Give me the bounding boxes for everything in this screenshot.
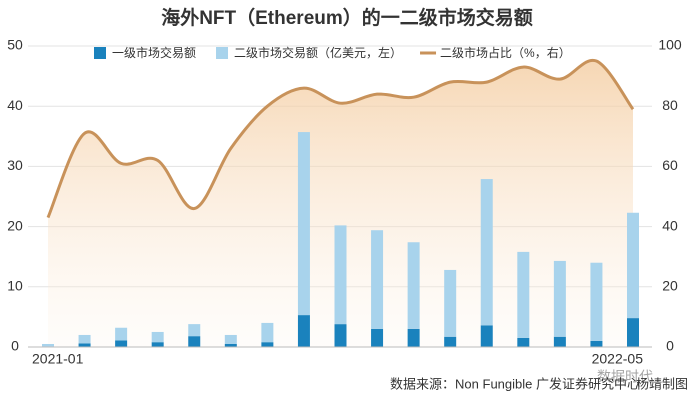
- bar: [553, 260, 566, 337]
- bar: [553, 336, 566, 347]
- legend-swatch: [94, 47, 106, 59]
- bar: [444, 269, 457, 337]
- bar: [115, 340, 128, 347]
- legend-label: 一级市场交易额: [112, 45, 196, 60]
- bar: [480, 179, 493, 326]
- y-tick-label: 0: [11, 338, 19, 354]
- bar: [334, 225, 347, 325]
- source: 数据来源：Non Fungible 广发证券研究中心: [390, 376, 640, 391]
- watermark: 数据时代: [597, 369, 653, 385]
- y-tick-label: 50: [7, 37, 23, 53]
- bar: [627, 212, 639, 319]
- bar: [517, 251, 530, 338]
- legend-label: 二级市场交易额（亿美元，左）: [234, 45, 402, 60]
- chart-title: 海外NFT（Ethereum）的一二级市场交易额: [161, 6, 533, 29]
- bar: [78, 334, 91, 344]
- line: [46, 58, 635, 219]
- plot: 0 10 20 30 40 50 0 20 40 60 80 100 2021-01 2022-05 一级市…: [7, 37, 682, 367]
- y-tick-label: 40: [7, 97, 23, 113]
- y2-tick-label: 100: [658, 37, 682, 53]
- bar: [261, 322, 274, 343]
- bar: [480, 325, 493, 347]
- y-tick-label: 10: [7, 278, 23, 294]
- bar: [78, 343, 91, 347]
- bar: [115, 327, 128, 341]
- bar: [188, 324, 201, 337]
- x-tick-label: 2022-05: [592, 351, 644, 367]
- y-tick-label: 20: [7, 217, 23, 233]
- bar: [407, 242, 420, 329]
- bar: [261, 342, 274, 347]
- y2-tick-label: 40: [662, 217, 678, 233]
- bar: [297, 315, 310, 347]
- bar: [590, 340, 603, 347]
- bar: [334, 324, 347, 347]
- bar: [517, 337, 530, 347]
- legend-label: 二级市场占比（%，右）: [440, 45, 571, 60]
- bar: [407, 328, 420, 347]
- bar: [371, 328, 384, 347]
- legend-swatch: [216, 47, 229, 59]
- bar: [371, 230, 384, 329]
- bar: [151, 331, 164, 343]
- bar: [151, 342, 164, 347]
- bar: [224, 334, 237, 344]
- y2-tick-label: 20: [662, 278, 678, 294]
- bar: [224, 343, 237, 347]
- bar: [297, 132, 310, 316]
- y2-tick-label: 80: [662, 97, 678, 113]
- y2-tick-label: 60: [662, 157, 678, 173]
- bar: [188, 336, 201, 347]
- bar: [444, 336, 457, 347]
- credit: 杨靖制图: [636, 376, 688, 391]
- x-tick-label: 2021-01: [32, 351, 84, 367]
- bar: [590, 262, 603, 341]
- y2-tick-label: 0: [666, 338, 674, 354]
- bar: [627, 318, 639, 347]
- bar: [42, 343, 54, 347]
- y-tick-label: 30: [7, 157, 23, 173]
